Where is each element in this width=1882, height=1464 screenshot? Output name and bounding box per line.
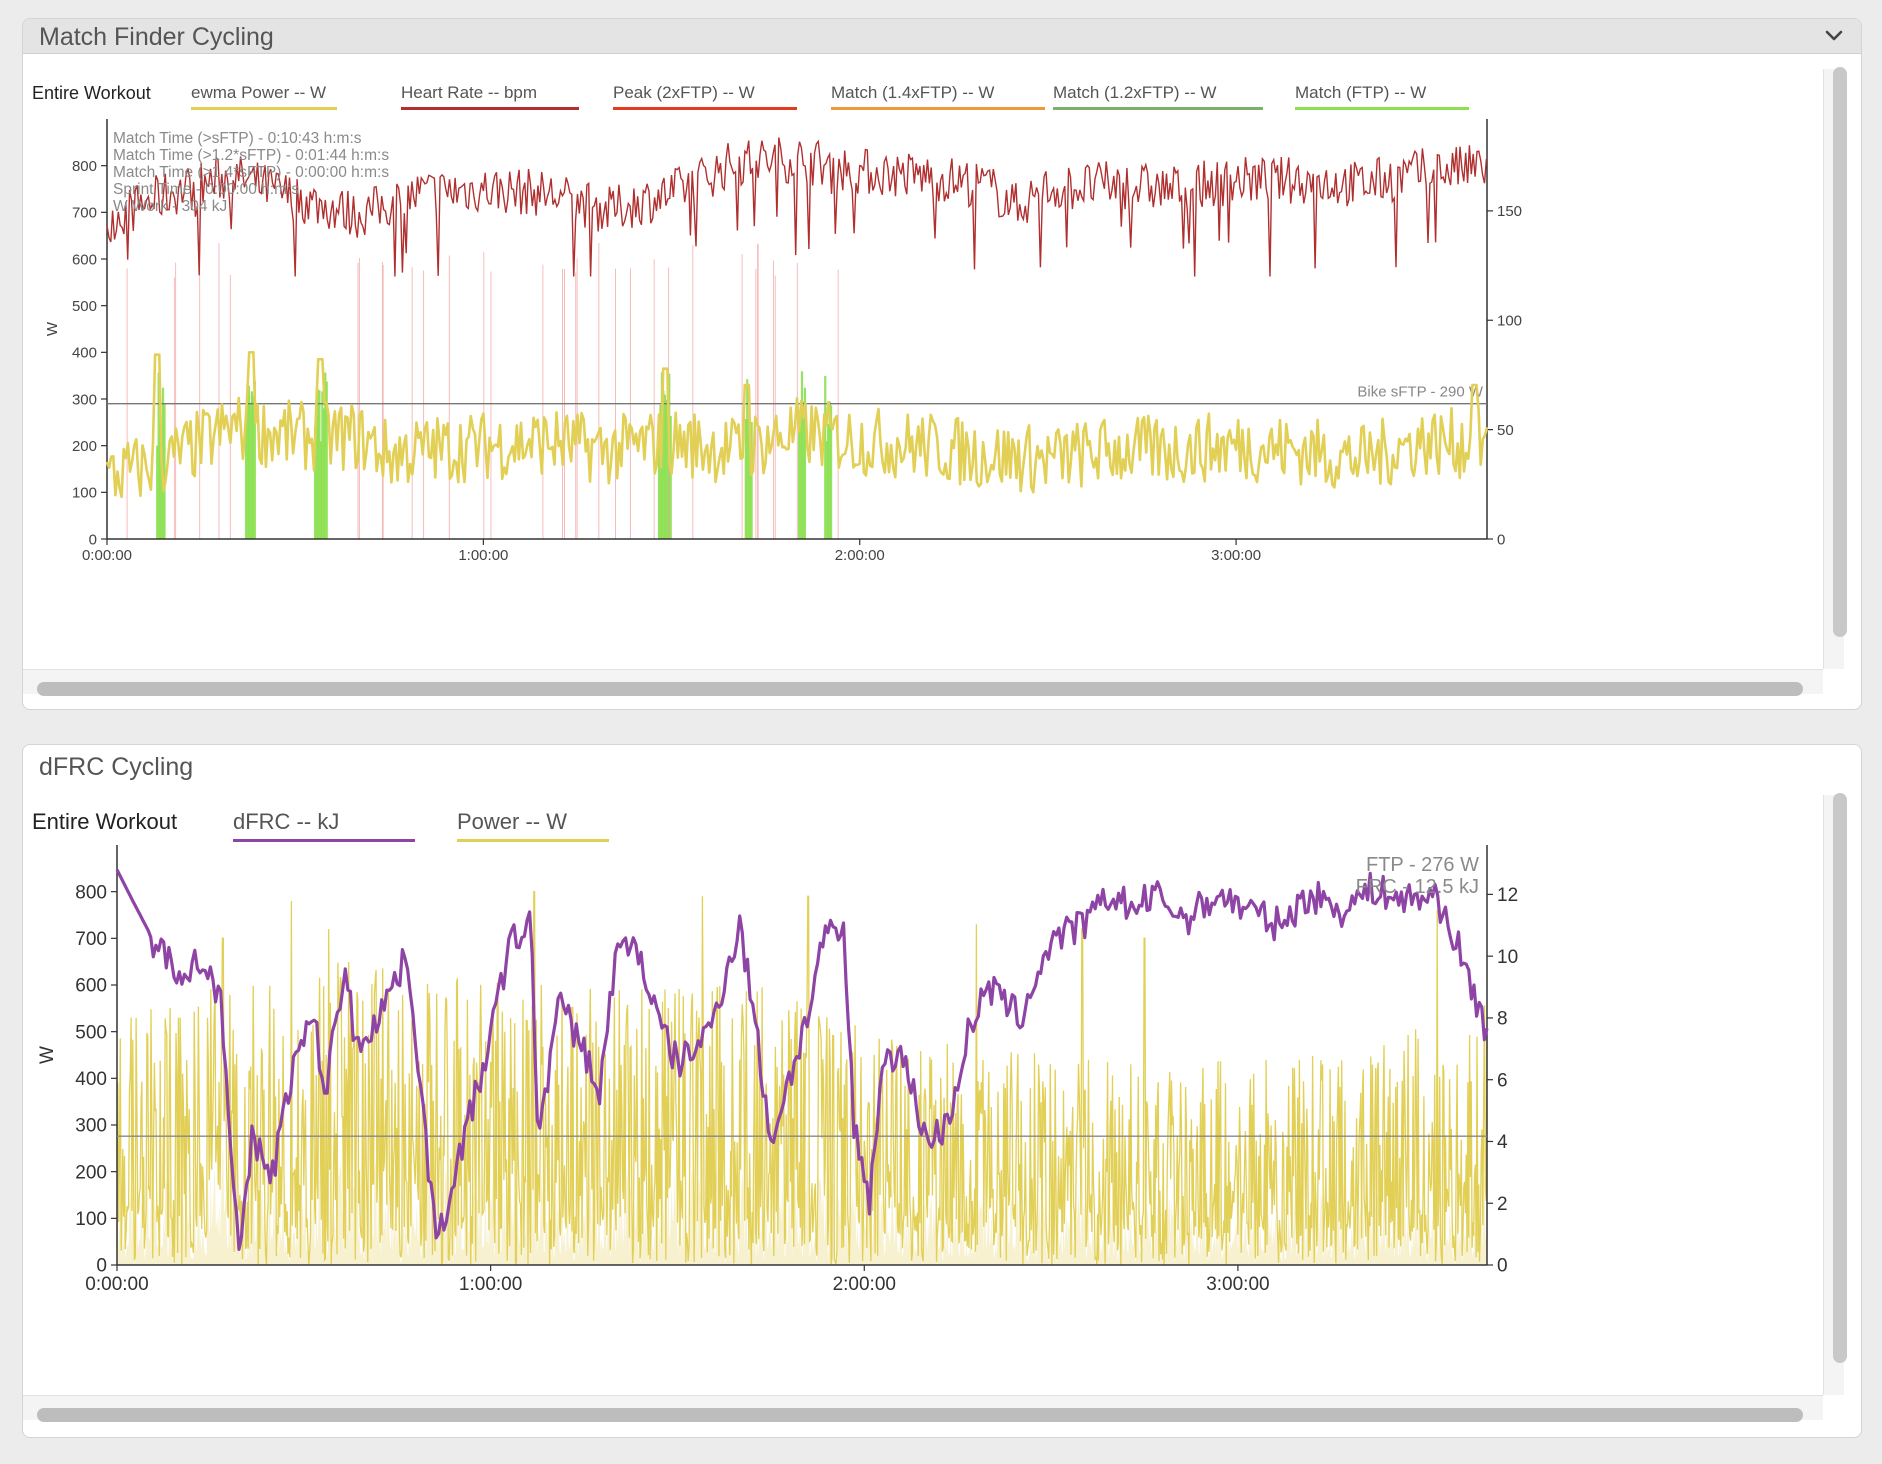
- sftp-threshold-label: Bike sFTP - 290 W: [1357, 384, 1483, 401]
- match-annotation: W Work - 304 kJ: [113, 198, 227, 215]
- legend-swatch: [191, 107, 337, 110]
- dfrc-annotation: FRC - 12.5 kJ: [1356, 876, 1479, 898]
- y2-tick-label: 0: [1497, 531, 1505, 548]
- power-area-fill: [117, 1134, 1487, 1265]
- legend-item[interactable]: Power -- W: [457, 809, 609, 842]
- legend-swatch: [1295, 107, 1469, 110]
- y-tick-label: 500: [75, 1022, 107, 1043]
- y-tick-label: 700: [72, 205, 97, 222]
- legend-item[interactable]: Match (FTP) -- W: [1295, 83, 1469, 110]
- x-tick-label: 1:00:00: [459, 1274, 522, 1295]
- y-axis-label: W: [44, 321, 61, 336]
- legend-swatch: [457, 839, 609, 842]
- y-tick-label: 300: [72, 391, 97, 408]
- y2-tick-label: 50: [1497, 422, 1514, 439]
- dfrc-line: [115, 868, 1489, 1251]
- legend-item-label: Match (1.4xFTP) -- W: [831, 83, 995, 102]
- y-tick-label: 600: [72, 251, 97, 268]
- legend-swatch: [401, 107, 579, 110]
- match-finder-chart[interactable]: 0 100 200 300 400 500 600 700 800 0 50 100 150 0:00:0…: [23, 19, 1862, 710]
- y-tick-label: 200: [72, 438, 97, 455]
- match-zones: [126, 243, 839, 539]
- y2-tick-label: 150: [1497, 203, 1522, 220]
- legend-item[interactable]: Match (1.4xFTP) -- W: [831, 83, 1045, 110]
- x-tick-label: 3:00:00: [1211, 547, 1261, 564]
- match-annotation: Match Time (>1.4*sFTP) - 0:00:00 h:m:s: [113, 164, 389, 181]
- y2-tick-label: 100: [1497, 313, 1522, 330]
- legend-item[interactable]: Match (1.2xFTP) -- W: [1053, 83, 1263, 110]
- y2-tick-label: 6: [1497, 1070, 1508, 1091]
- legend-item-label: Heart Rate -- bpm: [401, 83, 538, 102]
- horizontal-scrollbar[interactable]: [37, 682, 1803, 696]
- x-tick-label: 2:00:00: [835, 547, 885, 564]
- y2-tick-label: 12: [1497, 885, 1518, 906]
- y2-tick-label: 8: [1497, 1009, 1508, 1030]
- match-finder-legend: Entire Workout ewma Power -- W Heart Rate…: [23, 55, 1861, 110]
- horizontal-scrollbar[interactable]: [37, 1408, 1803, 1422]
- legend-range-label[interactable]: Entire Workout: [32, 809, 178, 834]
- y2-tick-label: 2: [1497, 1194, 1508, 1215]
- x-tick-label: 0:00:00: [82, 547, 132, 564]
- match-annotation: Sprint Time - 0:00:00 h:m:s: [113, 181, 299, 198]
- y-tick-label: 300: [75, 1116, 107, 1137]
- legend-item-label: Match (1.2xFTP) -- W: [1053, 83, 1217, 102]
- y-tick-label: 100: [72, 485, 97, 502]
- legend-item-label: Match (FTP) -- W: [1295, 83, 1427, 102]
- y-tick-label: 800: [72, 158, 97, 175]
- chevron-down-icon[interactable]: [1821, 23, 1847, 49]
- legend-item-label: Power -- W: [457, 809, 567, 834]
- y-tick-label: 100: [75, 1209, 107, 1230]
- y-tick-label: 400: [72, 345, 97, 362]
- vertical-scrollbar[interactable]: [1833, 793, 1847, 1363]
- y-tick-label: 0: [96, 1256, 107, 1277]
- y-axis-label: W: [37, 1046, 58, 1064]
- legend-item-label: ewma Power -- W: [191, 83, 327, 102]
- legend-swatch: [233, 839, 415, 842]
- y2-tick-label: 0: [1497, 1256, 1508, 1277]
- legend-item[interactable]: dFRC -- kJ: [233, 809, 415, 842]
- y2-tick-label: 10: [1497, 947, 1518, 968]
- x-tick-label: 3:00:00: [1206, 1274, 1269, 1295]
- dfrc-header: dFRC Cycling: [23, 751, 1861, 781]
- vertical-scrollbar[interactable]: [1833, 67, 1847, 637]
- heart-rate-line: [106, 137, 1488, 277]
- dfrc-title: dFRC Cycling: [39, 753, 194, 781]
- y-tick-label: 200: [75, 1162, 107, 1183]
- dfrc-annotation: FTP - 276 W: [1366, 854, 1479, 876]
- legend-item[interactable]: Heart Rate -- bpm: [401, 83, 579, 110]
- y-tick-label: 400: [75, 1069, 107, 1090]
- legend-item[interactable]: ewma Power -- W: [191, 83, 337, 110]
- dfrc-legend: Entire Workout dFRC -- kJ Power -- W: [23, 781, 1861, 842]
- y-tick-label: 800: [75, 882, 107, 903]
- y-tick-label: 600: [75, 976, 107, 997]
- legend-swatch: [1053, 107, 1263, 110]
- x-tick-label: 1:00:00: [458, 547, 508, 564]
- legend-item-label: dFRC -- kJ: [233, 809, 340, 834]
- legend-item-label: Peak (2xFTP) -- W: [613, 83, 755, 102]
- y-tick-label: 500: [72, 298, 97, 315]
- match-finder-header[interactable]: Match Finder Cycling: [23, 19, 1861, 54]
- y2-tick-label: 4: [1497, 1132, 1508, 1153]
- match-annotation: Match Time (>1.2*sFTP) - 0:01:44 h:m:s: [113, 147, 389, 164]
- match-annotation: Match Time (>sFTP) - 0:10:43 h:m:s: [113, 130, 362, 147]
- legend-swatch: [831, 107, 1045, 110]
- legend-item[interactable]: Peak (2xFTP) -- W: [613, 83, 797, 110]
- x-tick-label: 0:00:00: [85, 1274, 148, 1295]
- match-finder-title: Match Finder Cycling: [39, 23, 274, 51]
- dfrc-panel: dFRC Cycling Entire Workout dFRC -- kJ Po…: [22, 744, 1862, 1438]
- dfrc-chart[interactable]: 0 100 200 300 400 500 600 700 800 0 2 4 6 8 10 12 0:00:0…: [23, 745, 1862, 1438]
- legend-swatch: [613, 107, 797, 110]
- ewma-power-line: [105, 350, 1489, 499]
- y-tick-label: 700: [75, 929, 107, 950]
- y-tick-label: 0: [89, 531, 97, 548]
- match-finder-panel: Match Finder Cycling Entire Workout ewma…: [22, 18, 1862, 710]
- x-tick-label: 2:00:00: [833, 1274, 896, 1295]
- legend-range-label[interactable]: Entire Workout: [32, 83, 151, 103]
